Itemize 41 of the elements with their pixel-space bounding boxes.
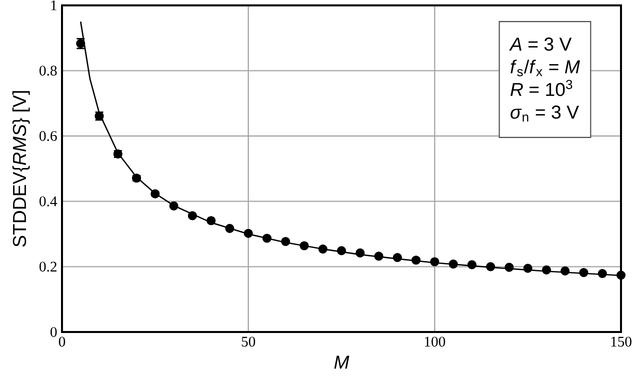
point [392, 252, 402, 262]
point [281, 236, 290, 246]
x-tick-label: 100 [424, 336, 446, 347]
point [356, 248, 365, 258]
y-tick-label: 0.4 [40, 196, 58, 206]
point [336, 246, 346, 256]
y-tick-label: 0 [50, 327, 57, 337]
point [579, 268, 588, 278]
y-tick-label: 1 [51, 0, 56, 10]
point [523, 264, 532, 273]
point [412, 256, 421, 265]
point [318, 244, 328, 254]
point [430, 257, 440, 266]
point [169, 201, 178, 210]
x-axis-title: M [334, 356, 350, 369]
point [560, 266, 570, 276]
y-tick-label: 0.6 [40, 131, 57, 141]
point [598, 268, 607, 278]
annotation: R = 10$^{3}$ [510, 80, 572, 96]
point [542, 265, 552, 274]
point [467, 260, 476, 270]
point [374, 252, 384, 261]
point [188, 211, 197, 220]
point [150, 189, 160, 198]
y-tick-label: 0.2 [40, 262, 56, 272]
y-axis-title: STDDEV{RMS} [V] [12, 91, 30, 247]
point [300, 241, 309, 250]
x-tick-label: 0 [58, 336, 66, 347]
y-tick-label: 0.8 [40, 66, 57, 76]
point [486, 262, 496, 272]
point [504, 262, 514, 272]
point [448, 260, 458, 269]
point [244, 228, 253, 238]
annotation: A = 3 V [509, 38, 572, 51]
point [262, 234, 272, 243]
x-tick-label: 150 [611, 336, 632, 347]
x-tick-label: 50 [242, 336, 256, 347]
point [225, 224, 234, 233]
annotation: σ$_{n}$ = 3 V [510, 106, 579, 122]
point [206, 216, 216, 226]
annotation: f$_{s}$/f$_{x}$ = M [510, 60, 580, 76]
